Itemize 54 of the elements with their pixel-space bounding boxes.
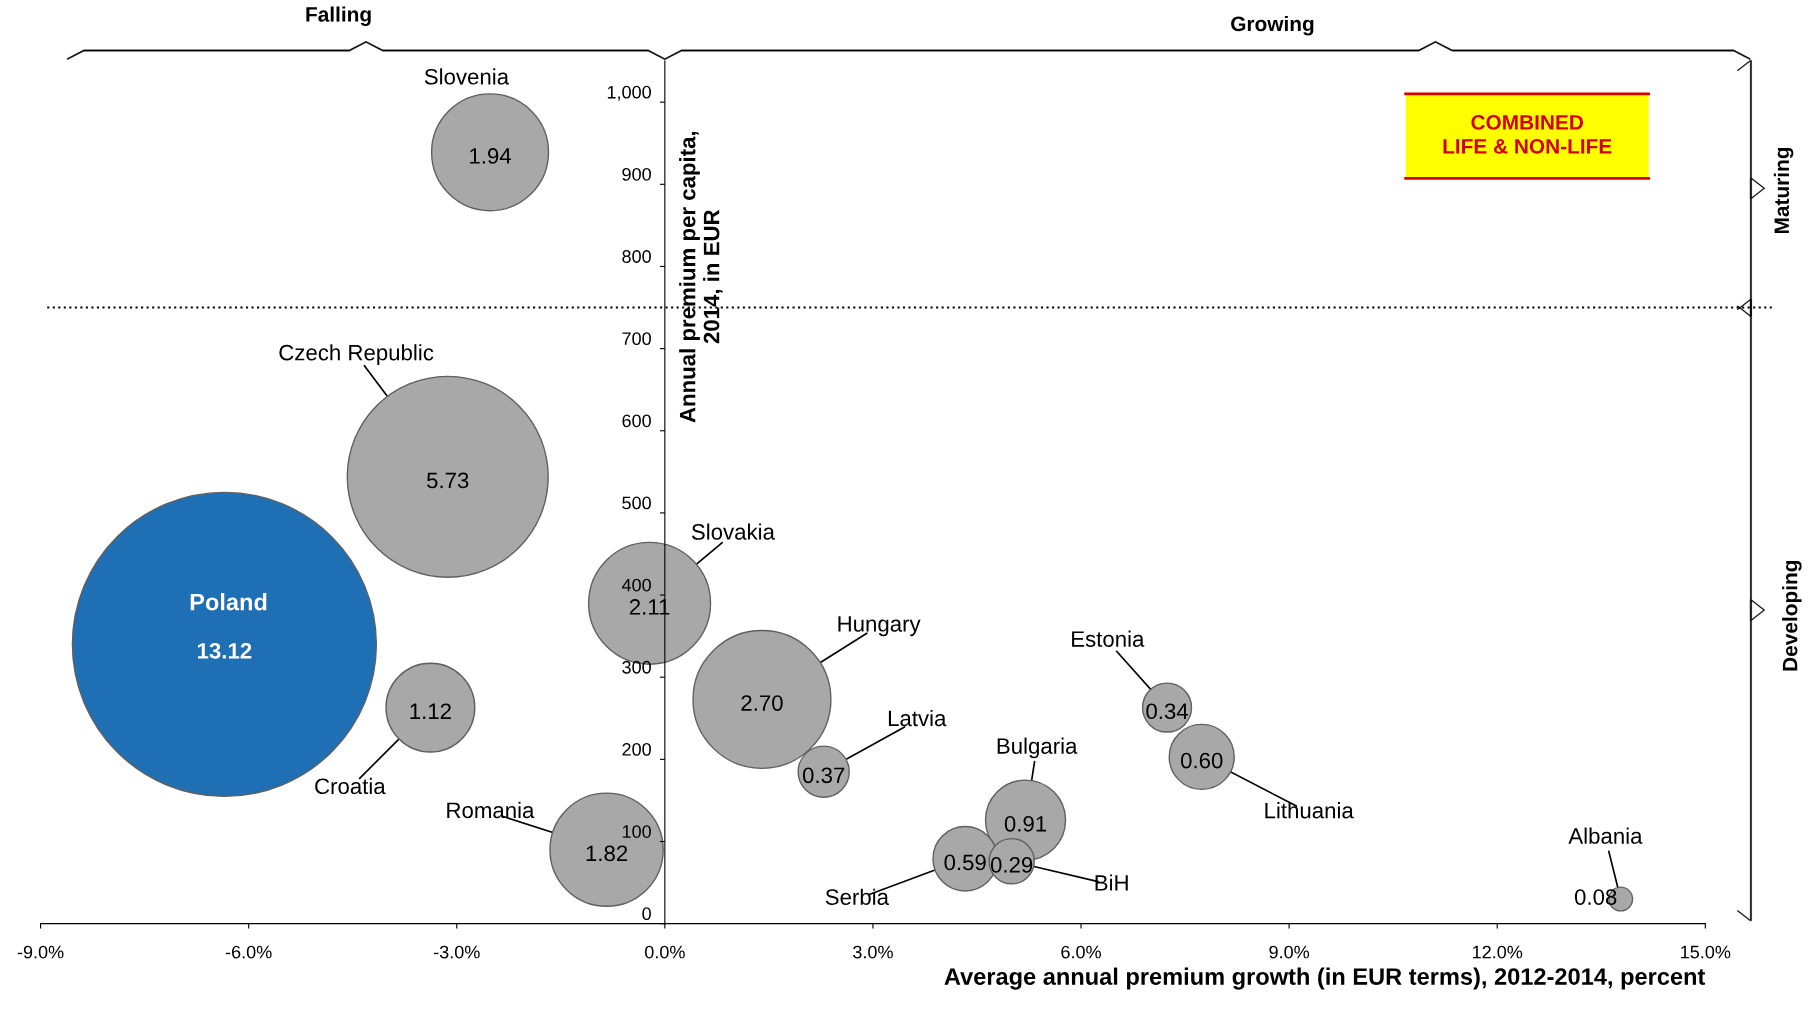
annotation: Slovenia [424, 68, 510, 85]
annotation: Serbia [825, 888, 889, 905]
text: Maturing [1773, 147, 1794, 234]
annotation: Croatia [315, 777, 386, 795]
y-tick-label: 0 [642, 907, 651, 921]
data-label: 0.29 [990, 857, 1033, 873]
annotation: Lithuania [1265, 802, 1354, 819]
y-tick-label: 500 [622, 496, 651, 510]
data-label: 1.12 [410, 703, 451, 719]
annotation: Slovakia [691, 523, 775, 540]
annotation: BiH [1095, 874, 1128, 891]
data-label: 0.91 [1004, 815, 1047, 832]
text: Developing [1782, 560, 1802, 671]
y-tick-label: 700 [622, 332, 651, 346]
y-tick-label: 600 [622, 414, 651, 428]
annotation: Czech Republic [279, 344, 434, 365]
annotation: Poland [190, 593, 267, 611]
x-tick-label: 3.0% [853, 945, 893, 959]
data-label: 0.59 [944, 854, 986, 871]
y-tick-label: 100 [622, 825, 651, 838]
annotation: Albania [1568, 827, 1643, 844]
x-tick-label: -9.0% [17, 945, 64, 959]
data-label: 0.08 [1574, 889, 1617, 905]
y-tick-label: 400 [621, 578, 651, 592]
y-tick-label: 200 [622, 743, 651, 756]
data-label: 5.73 [427, 472, 469, 489]
y-tick-label: 800 [622, 250, 651, 263]
y-axis-title: Annual premium per capita, 2014, in EUR [679, 131, 723, 423]
x-tick-label: 15.0% [1681, 945, 1731, 959]
x-tick-label: 12.0% [1473, 945, 1523, 959]
annotation: Hungary [838, 616, 921, 637]
data-label: 13.12 [197, 642, 252, 659]
text: Falling [306, 6, 371, 26]
data-label: 0.34 [1146, 703, 1189, 720]
annotation: Latvia [888, 709, 947, 727]
text: Growing [1231, 15, 1314, 36]
y-tick-label: 300 [622, 660, 651, 674]
annotation: Estonia [1072, 630, 1145, 647]
data-label: 0.60 [1180, 752, 1223, 769]
x-tick-label: 0.0% [644, 945, 685, 959]
x-tick-label: 6.0% [1061, 945, 1101, 959]
y-tick-label: 900 [622, 167, 651, 181]
annotation: Bulgaria [997, 737, 1078, 759]
x-tick-label: -6.0% [225, 945, 272, 959]
data-label: 1.82 [586, 845, 628, 862]
annotation: COMBINED LIFE & NON-LIFE [1443, 114, 1612, 154]
data-label: 1.94 [470, 148, 512, 164]
annotation: Romania [447, 801, 535, 819]
x-tick-label: 9.0% [1269, 945, 1310, 959]
data-label: 0.37 [802, 767, 845, 784]
x-axis-title: Average annual premium growth (in EUR terms), 2012-2014, percent [944, 967, 1706, 990]
y-tick-label: 1,000 [607, 85, 651, 101]
x-tick-label: -3.0% [433, 945, 480, 959]
data-label: 2.70 [741, 695, 783, 711]
